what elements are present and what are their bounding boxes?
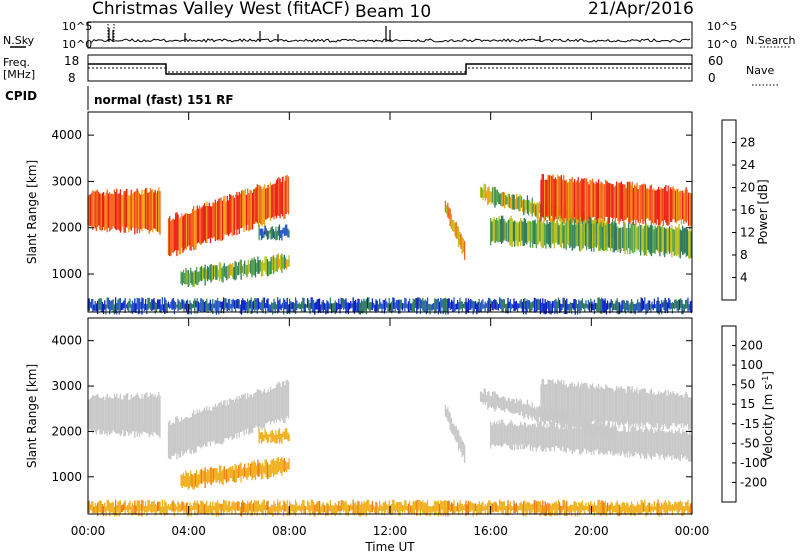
colorbar-tick-label: 24 bbox=[740, 158, 755, 172]
velocity-axes: 1000 2000 3000 4000 bbox=[51, 318, 693, 514]
time-tick-label: 12:00 bbox=[373, 524, 408, 538]
time-axis-label: Time UT bbox=[364, 540, 415, 554]
nave-tick-top: 60 bbox=[708, 54, 723, 68]
colorbar-tick-label: 15 bbox=[740, 397, 755, 411]
nsearch-label: N.Search bbox=[746, 34, 796, 47]
time-tick-label: 08:00 bbox=[272, 524, 307, 538]
freq-tick-top: 18 bbox=[64, 54, 79, 68]
colorbar-tick-label: -50 bbox=[740, 436, 760, 450]
colorbar-tick-label: 100 bbox=[740, 358, 763, 372]
count-tick-left-bottom: 10^0 bbox=[62, 38, 92, 51]
colorbar-tick-label: 16 bbox=[740, 203, 755, 217]
power-axes: 1000 2000 3000 4000 bbox=[51, 112, 693, 312]
y-tick-label: 1000 bbox=[51, 470, 82, 484]
counts-trace bbox=[89, 24, 691, 43]
colorbar-tick-label: 28 bbox=[740, 136, 755, 150]
y-tick-label: 1000 bbox=[51, 267, 82, 281]
velocity-colorbar-label-close: ] bbox=[761, 371, 775, 376]
time-tick-label: 04:00 bbox=[171, 524, 206, 538]
colorbar-tick-label: 20 bbox=[740, 181, 755, 195]
time-tick-label: 00:00 bbox=[675, 524, 710, 538]
colorbar-tick-label: 50 bbox=[740, 378, 755, 392]
y-tick-label: 3000 bbox=[51, 379, 82, 393]
nave-label: Nave bbox=[746, 64, 774, 77]
count-tick-right-top: 10^5 bbox=[707, 20, 737, 33]
y-tick-label: 4000 bbox=[51, 334, 82, 348]
colorbar-frame bbox=[721, 325, 737, 503]
date-label: 21/Apr/2016 bbox=[588, 0, 694, 19]
colorbar-tick-label: -15 bbox=[740, 417, 760, 431]
beam-label: Beam 10 bbox=[355, 2, 431, 22]
colorbar-tick-label: 4 bbox=[740, 271, 748, 285]
power-colorbar: 4 8 12 16 20 24 28 bbox=[721, 119, 755, 301]
time-tick-label: 00:00 bbox=[71, 524, 106, 538]
velocity-y-axis-label: Slant Range [km] bbox=[25, 364, 39, 468]
power-y-axis-label: Slant Range [km] bbox=[25, 160, 39, 264]
power-colorbar-label: Power [dB] bbox=[756, 179, 770, 244]
colorbar-tick-label: 8 bbox=[740, 248, 748, 262]
nsky-label: N.Sky bbox=[3, 34, 35, 47]
colorbar-tick-label: 12 bbox=[740, 226, 755, 240]
nave-tick-bottom: 0 bbox=[708, 71, 716, 85]
cpid-text: normal (fast) 151 RF bbox=[94, 93, 234, 107]
counts-panel bbox=[87, 21, 693, 49]
power-echo-marks bbox=[87, 174, 693, 315]
y-tick-label: 4000 bbox=[51, 128, 82, 142]
y-tick-label: 3000 bbox=[51, 174, 82, 188]
freq-label-unit: [MHz] bbox=[3, 68, 35, 81]
colorbar-tick-label: 200 bbox=[740, 339, 763, 353]
station-title: Christmas Valley West (fitACF) bbox=[92, 0, 350, 19]
y-tick-label: 2000 bbox=[51, 424, 82, 438]
velocity-colorbar: 200 100 50 15 -15 -50 -100 -200 bbox=[721, 325, 767, 503]
nave-trace bbox=[88, 67, 692, 73]
y-tick-label: 2000 bbox=[51, 221, 82, 235]
colorbar-tick-label: -200 bbox=[740, 475, 767, 489]
time-tick-label: 20:00 bbox=[574, 524, 609, 538]
time-axis-labels: 00:00 04:00 08:00 12:00 16:00 20:00 00:00 bbox=[71, 524, 710, 538]
cpid-label: CPID bbox=[5, 89, 37, 103]
colorbar-tick-label: -100 bbox=[740, 456, 767, 470]
freq-tick-bottom: 8 bbox=[68, 71, 76, 85]
freq-trace bbox=[88, 63, 692, 75]
velocity-colorbar-label-exp: -1 bbox=[761, 376, 770, 384]
count-tick-right-bottom: 10^0 bbox=[707, 38, 737, 51]
velocity-colorbar-label-main: Velocity [m s bbox=[761, 384, 775, 461]
count-tick-left-top: 10^5 bbox=[62, 20, 92, 33]
velocity-colorbar-label: Velocity [m s-1] bbox=[761, 371, 776, 461]
velocity-echo-marks bbox=[87, 378, 693, 517]
freq-label-name: Freq. bbox=[3, 56, 30, 69]
time-tick-label: 16:00 bbox=[473, 524, 508, 538]
